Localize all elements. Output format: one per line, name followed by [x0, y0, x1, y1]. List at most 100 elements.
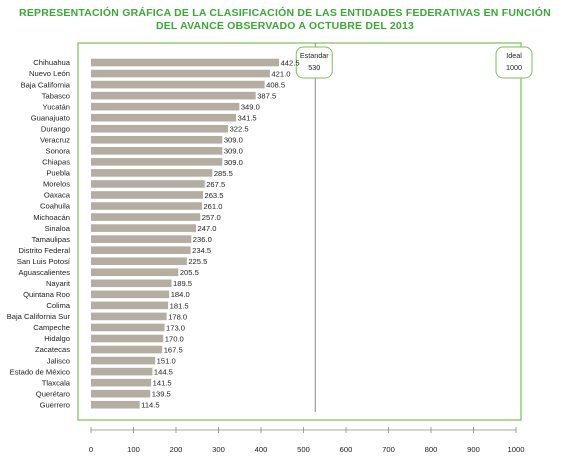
bar [91, 356, 156, 365]
bar [91, 400, 140, 409]
bar [91, 257, 187, 266]
category-label: Nuevo León [29, 69, 70, 78]
category-label: Yucatán [43, 102, 70, 111]
category-label: Quintana Roo [23, 290, 70, 299]
bar [91, 147, 223, 155]
category-label: Sinaloa [45, 224, 71, 233]
bar-value-label: 205.5 [180, 268, 199, 277]
bar [91, 345, 163, 354]
x-tick-label: 200 [170, 445, 183, 454]
x-tick-label: 900 [467, 445, 480, 454]
bar [91, 158, 223, 166]
category-label: Oaxaca [44, 191, 71, 200]
x-tick-label: 500 [297, 445, 310, 454]
bar [91, 290, 170, 299]
category-label: Querétaro [36, 389, 70, 398]
category-label: Coahuila [40, 202, 71, 211]
category-label: Michoacán [33, 213, 70, 222]
x-tick-label: 100 [127, 445, 140, 454]
bar [91, 213, 201, 221]
x-tick-label: 600 [340, 445, 353, 454]
bar-value-label: 309.0 [224, 147, 243, 156]
bar [91, 91, 256, 100]
bar-value-label: 322.5 [230, 125, 249, 134]
category-label: Chihuahua [33, 58, 71, 67]
bar [91, 389, 151, 398]
category-label: Hidalgo [44, 334, 70, 343]
bar-value-label: 234.5 [192, 246, 211, 255]
chart-title-line-2: DEL AVANCE OBSERVADO A OCTUBRE DEL 2013 [155, 20, 415, 32]
bar-value-label: 167.5 [164, 345, 183, 354]
bar [91, 235, 192, 243]
category-label: Tlaxcala [42, 378, 71, 387]
bar-value-label: 151.0 [157, 356, 176, 365]
bar-value-label: 442.5 [281, 58, 300, 67]
category-label: San Luis Potosí [17, 257, 71, 266]
bar [91, 135, 223, 144]
category-label: Aguascalientes [18, 268, 70, 277]
bar-value-label: 408.5 [266, 80, 285, 89]
chart-title-line-1: REPRESENTACIÓN GRÁFICA DE LA CLASIFICACI… [19, 7, 551, 19]
bar [91, 113, 237, 122]
chart-title: REPRESENTACIÓN GRÁFICA DE LA CLASIFICACI… [0, 7, 570, 33]
bar-value-label: 349.0 [241, 103, 260, 112]
reference-box [495, 46, 533, 79]
bar [91, 312, 167, 321]
bar [91, 69, 270, 78]
category-label: Distrito Federal [19, 246, 71, 255]
bar-value-label: 144.5 [154, 368, 173, 377]
bar [91, 323, 165, 332]
bar-value-label: 173.0 [166, 323, 185, 332]
bar-value-label: 387.5 [257, 92, 276, 101]
bar-value-label: 141.5 [153, 379, 172, 388]
bar-value-label: 267.5 [206, 180, 225, 189]
bar-value-label: 225.5 [188, 257, 207, 266]
bar [91, 202, 202, 210]
bar-value-label: 184.0 [171, 290, 190, 299]
bar [91, 301, 169, 310]
bar-value-label: 178.0 [168, 312, 187, 321]
bar-value-label: 247.0 [197, 224, 216, 233]
bar-value-label: 263.5 [204, 191, 223, 200]
category-label: Campeche [33, 323, 70, 332]
reference-value: 1000 [506, 63, 522, 72]
x-tick-label: 400 [255, 445, 268, 454]
category-label: Puebla [46, 169, 70, 178]
category-label: Guerrero [40, 400, 70, 409]
reference-name: Estandar [300, 51, 329, 60]
bar-value-label: 309.0 [224, 136, 243, 145]
category-label: Estado de México [10, 367, 70, 376]
bar-value-label: 189.5 [173, 279, 192, 288]
bar [91, 102, 240, 111]
bar-value-label: 236.0 [193, 235, 212, 244]
category-label: Baja California Sur [7, 312, 71, 321]
bar [91, 124, 229, 133]
x-tick-label: 300 [212, 445, 225, 454]
category-label: Colima [46, 301, 70, 310]
bar [91, 334, 164, 343]
category-label: Guanajuato [31, 113, 70, 122]
bar [91, 180, 205, 188]
category-label: Jalisco [47, 356, 70, 365]
x-tick-label: 0 [89, 445, 93, 454]
bar [91, 169, 213, 177]
bar [91, 224, 196, 232]
bar [91, 80, 265, 89]
category-label: Tamaulipas [32, 235, 71, 244]
category-label: Chiapas [42, 158, 70, 167]
bar [91, 246, 191, 254]
category-label: Zacatecas [35, 345, 70, 354]
bar-value-label: 257.0 [202, 213, 221, 222]
reference-value: 530 [308, 63, 320, 72]
category-label: Morelos [43, 180, 70, 189]
bar-value-label: 341.5 [238, 114, 257, 123]
x-tick-label: 1000 [508, 445, 525, 454]
bar [91, 191, 203, 199]
bar-value-label: 309.0 [224, 158, 243, 167]
bar-value-label: 181.5 [170, 301, 189, 310]
bar [91, 279, 172, 288]
category-label: Tabasco [42, 91, 70, 100]
category-label: Veracruz [40, 135, 70, 144]
bar [91, 367, 153, 376]
bar-value-label: 170.0 [165, 334, 184, 343]
